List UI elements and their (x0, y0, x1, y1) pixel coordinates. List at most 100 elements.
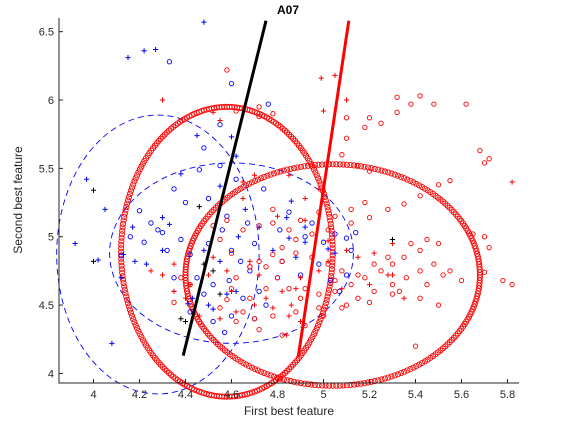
data-point (279, 332, 285, 338)
ellipse-marker (326, 214, 333, 221)
ellipse-marker (316, 178, 323, 185)
ellipse-marker (350, 162, 358, 169)
ellipse-marker (133, 325, 141, 332)
data-point (256, 288, 262, 295)
ellipse-marker (270, 170, 277, 177)
data-point (297, 275, 304, 281)
ellipse-marker (336, 161, 343, 168)
ellipse-marker (325, 290, 332, 297)
data-point (509, 281, 515, 288)
data-point (217, 291, 223, 297)
data-point (325, 227, 331, 233)
ellipse-marker (476, 266, 483, 273)
data-point (417, 268, 423, 274)
data-point (424, 281, 430, 288)
ellipse-marker (124, 296, 131, 303)
data-point (247, 258, 253, 264)
data-point (270, 251, 276, 258)
data-point (178, 316, 184, 322)
boundary-line-1 (296, 20, 351, 358)
ellipse-marker (243, 182, 250, 189)
data-point (210, 318, 216, 325)
data-point (210, 254, 216, 260)
ellipse-marker (371, 165, 378, 172)
data-point (256, 327, 262, 333)
data-point (171, 275, 177, 281)
data-point (396, 288, 403, 295)
ellipse-marker (394, 172, 401, 179)
data-point (251, 240, 258, 247)
data-point (401, 201, 407, 207)
x-tick-label: 5.8 (500, 389, 515, 401)
y-axis-label: Second best feature (11, 146, 25, 254)
data-point (240, 295, 246, 301)
data-point (332, 72, 338, 79)
data-point (233, 153, 239, 159)
data-point (355, 254, 361, 260)
data-point (481, 234, 488, 240)
class-ellipse-3 (182, 161, 483, 389)
data-point (228, 286, 235, 292)
data-point (318, 75, 324, 81)
data-point (286, 313, 292, 319)
data-point (247, 295, 253, 301)
data-point (431, 261, 437, 267)
data-point (219, 227, 225, 233)
data-point (339, 286, 345, 292)
data-point (302, 239, 308, 245)
x-tick-label: 4.6 (224, 389, 239, 401)
data-point (228, 134, 235, 140)
data-point (159, 247, 166, 253)
ellipse-marker (286, 365, 293, 373)
ellipse-marker (327, 220, 334, 227)
data-point (339, 152, 345, 158)
class-ellipse-2 (118, 103, 336, 400)
data-point (240, 309, 246, 315)
data-point (228, 288, 235, 295)
data-point (447, 268, 453, 274)
ellipse-marker (161, 131, 168, 138)
ellipse-marker (127, 309, 135, 316)
data-point (302, 234, 308, 240)
x-tick-label: 4.4 (178, 389, 193, 401)
data-point (286, 286, 292, 292)
data-point (389, 261, 396, 267)
ellipse-marker (324, 293, 331, 300)
data-point (389, 291, 396, 297)
ellipse-marker (118, 259, 125, 266)
data-point (130, 224, 136, 230)
data-point (247, 264, 253, 270)
ellipse-marker (121, 283, 128, 290)
data-point (431, 101, 437, 107)
ellipse-marker (125, 194, 132, 201)
data-point (141, 239, 147, 245)
data-point (240, 179, 246, 185)
ellipse-marker (311, 381, 319, 388)
data-point (125, 55, 131, 61)
data-point (417, 193, 423, 199)
ellipse-marker (310, 331, 318, 338)
data-point (201, 247, 207, 253)
x-axis-label: First best feature (244, 404, 334, 418)
points-layer (72, 19, 515, 349)
data-point (224, 296, 230, 303)
data-point (118, 275, 124, 281)
data-point (238, 258, 244, 264)
data-point (127, 234, 133, 240)
data-point (309, 220, 315, 226)
data-point (277, 227, 283, 233)
ellipse-marker (246, 363, 253, 370)
ellipse-marker (283, 129, 291, 136)
data-point (470, 231, 476, 237)
data-point (408, 101, 414, 107)
ellipse-marker (308, 381, 315, 388)
ellipse-marker (286, 131, 293, 138)
ellipse-marker (322, 300, 329, 307)
data-point (233, 108, 239, 114)
ellipse-marker (308, 162, 315, 169)
ellipse-marker (329, 161, 336, 168)
data-point (332, 250, 338, 256)
data-point (240, 227, 246, 233)
data-point (293, 309, 299, 315)
